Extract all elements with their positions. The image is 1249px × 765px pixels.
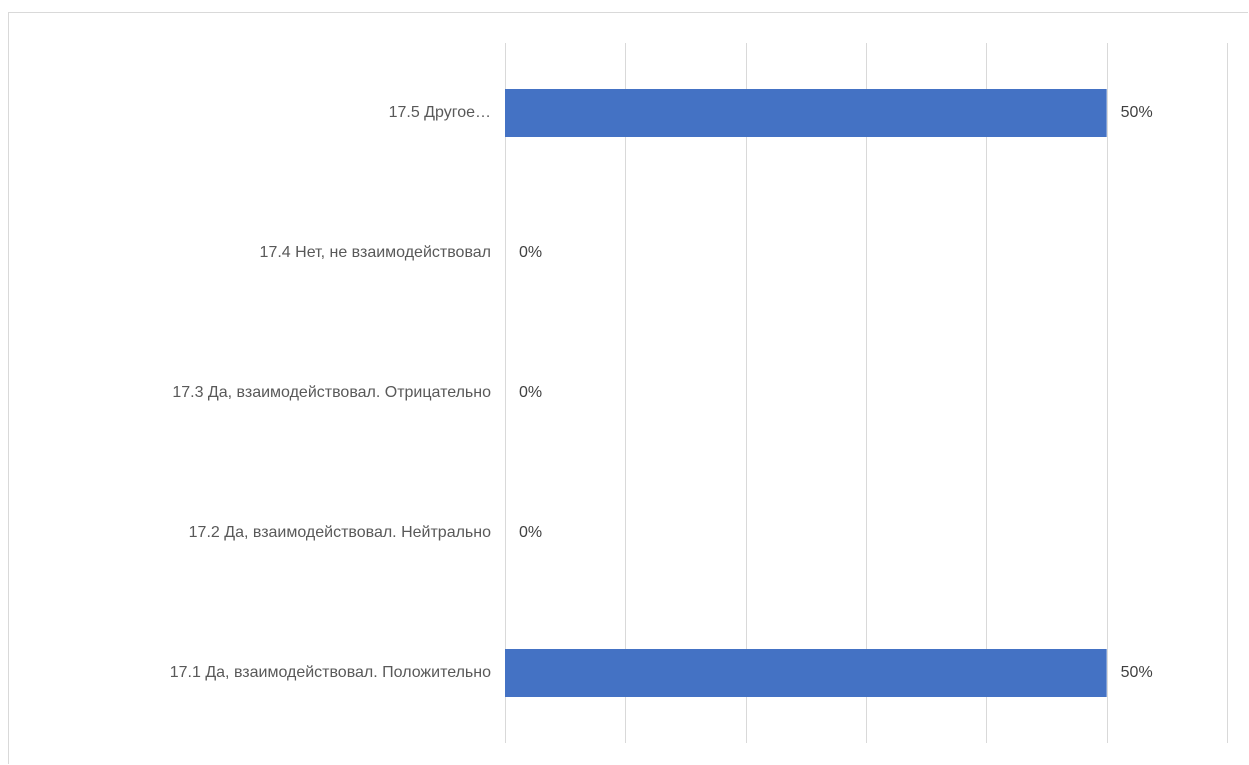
data-label: 0% <box>519 524 542 541</box>
category-label: 17.4 Нет, не взаимодействовал <box>260 244 491 261</box>
data-label: 0% <box>519 244 542 261</box>
data-label: 50% <box>1121 104 1153 121</box>
bar <box>505 649 1107 697</box>
category-labels: 17.1 Да, взаимодействовал. Положительно 1… <box>170 104 491 681</box>
data-label: 0% <box>519 384 542 401</box>
bars <box>505 89 1107 697</box>
bar-chart: 17.1 Да, взаимодействовал. Положительно 1… <box>170 43 1228 743</box>
data-label: 50% <box>1121 664 1153 681</box>
gridlines <box>505 43 1228 743</box>
category-label: 17.3 Да, взаимодействовал. Отрицательно <box>172 384 491 401</box>
category-label: 17.5 Другое… <box>389 104 491 121</box>
chart-frame: 17.1 Да, взаимодействовал. Положительно 1… <box>8 12 1248 764</box>
category-label: 17.1 Да, взаимодействовал. Положительно <box>170 664 491 681</box>
bar <box>505 89 1107 137</box>
category-label: 17.2 Да, взаимодействовал. Нейтрально <box>189 524 491 541</box>
data-labels: 50% 0% 0% 0% 50% <box>519 104 1153 681</box>
